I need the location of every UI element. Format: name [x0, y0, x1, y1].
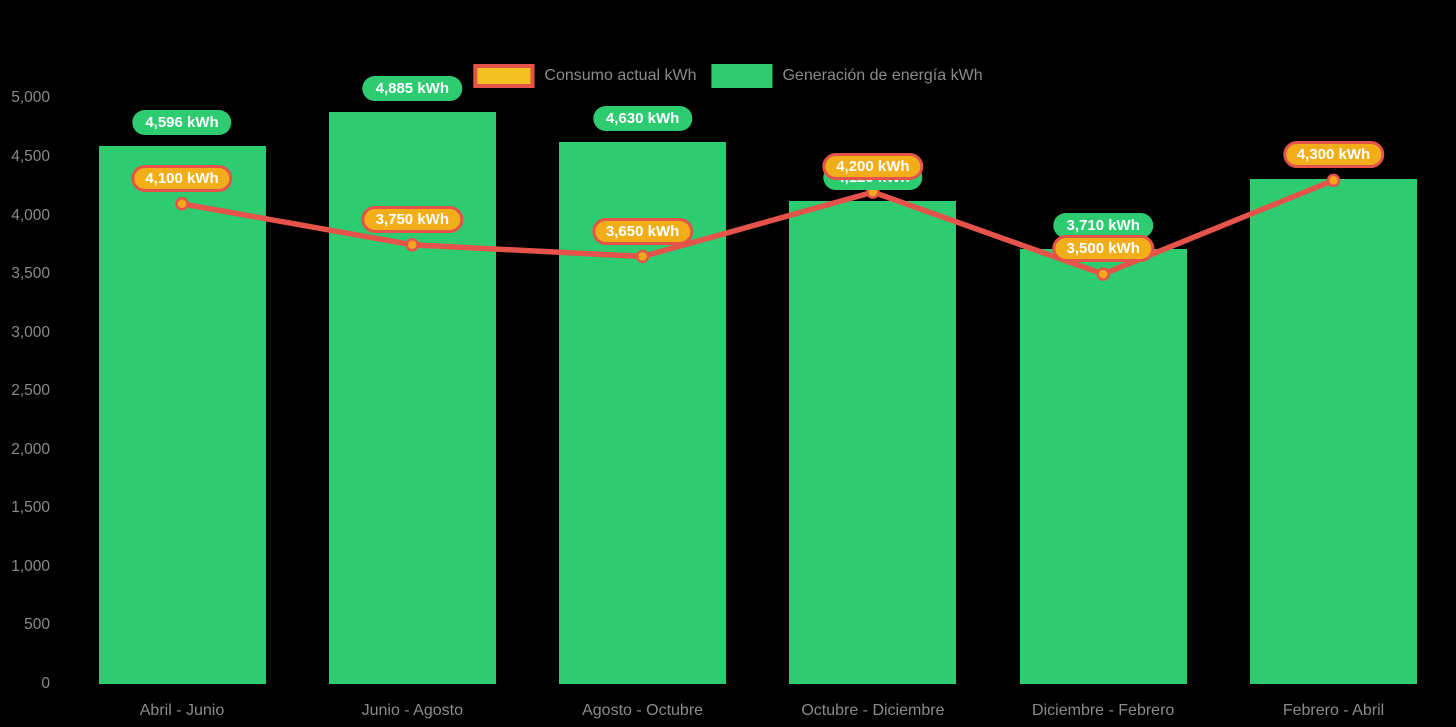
y-axis-tick-label: 500 [24, 616, 50, 634]
legend-item-generacion-energia[interactable]: Generación de energía kWh [711, 64, 983, 88]
y-axis-tick-label: 5,000 [11, 89, 50, 107]
y-axis-tick-label: 0 [41, 675, 50, 692]
line-value-label: 3,500 kWh [1052, 235, 1154, 263]
x-axis-category-label: Abril - Junio [139, 702, 225, 719]
x-axis-category-label: Febrero - Abril [1282, 702, 1385, 719]
x-axis-category-label: Octubre - Diciembre [801, 702, 945, 719]
y-axis-tick-label: 4,500 [11, 147, 50, 165]
line-point-marker [175, 197, 189, 211]
consumo-actual-swatch-icon [473, 64, 535, 88]
line-value-label: 3,750 kWh [361, 205, 463, 233]
generation-bar [98, 145, 266, 684]
bar-value-label: 4,596 kWh [132, 109, 232, 135]
legend-label-consumo-actual: Consumo actual kWh [544, 67, 697, 84]
generation-bar [1250, 179, 1417, 684]
generation-bar [789, 201, 957, 684]
generation-bar [1019, 249, 1187, 684]
generacion-energia-swatch-icon [711, 64, 773, 88]
line-value-label: 4,200 kWh [822, 153, 924, 181]
chart-legend: Consumo actual kWh Generación de energía… [473, 64, 983, 88]
line-value-label: 4,100 kWh [131, 164, 233, 192]
y-axis-tick-label: 3,500 [11, 265, 50, 283]
y-axis-tick-label: 2,500 [11, 382, 50, 400]
y-axis-tick-label: 2,000 [11, 440, 50, 458]
y-axis-tick-label: 1,000 [11, 557, 50, 575]
x-axis-category-label: Agosto - Octubre [582, 702, 704, 719]
line-point-marker [1326, 173, 1341, 188]
x-axis-category-label: Diciembre - Febrero [1032, 702, 1175, 719]
consumption-line [179, 177, 1337, 277]
line-point-marker [635, 249, 650, 264]
legend-item-consumo-actual[interactable]: Consumo actual kWh [473, 64, 696, 88]
line-point-marker [1096, 267, 1110, 281]
line-value-label: 3,650 kWh [591, 217, 694, 245]
line-value-label: 4,300 kWh [1282, 141, 1385, 169]
x-axis-category-label: Junio - Agosto [361, 702, 463, 719]
bar-value-label: 4,885 kWh [362, 75, 462, 101]
y-axis-tick-label: 4,000 [11, 206, 50, 224]
y-axis-tick-label: 3,000 [11, 323, 50, 341]
bar-value-label: 4,630 kWh [592, 105, 693, 131]
y-axis-tick-label: 1,500 [11, 499, 50, 517]
legend-label-generacion-energia: Generación de energía kWh [782, 67, 983, 84]
line-point-marker [405, 238, 420, 252]
bar-value-label: 3,710 kWh [1053, 213, 1153, 239]
